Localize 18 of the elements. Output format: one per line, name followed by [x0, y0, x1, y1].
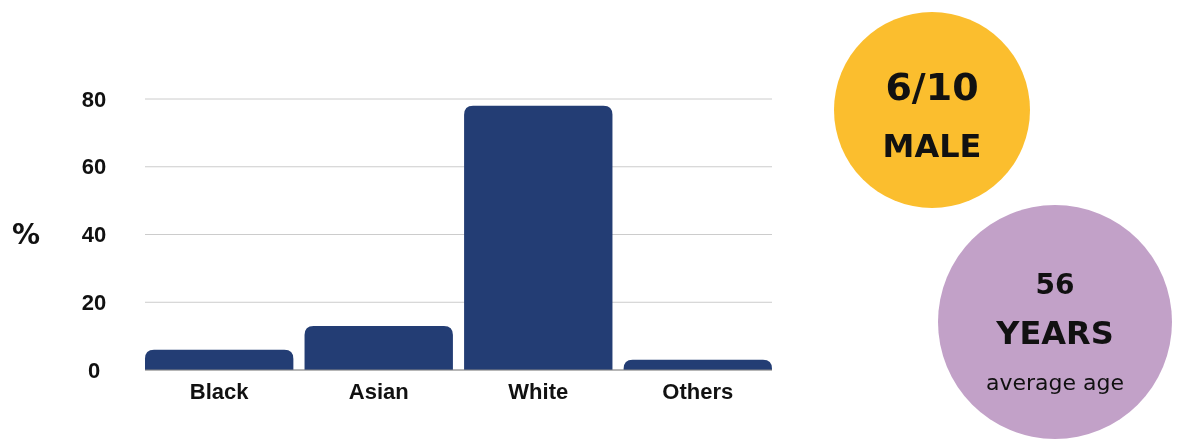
- y-tick-label: 0: [87, 357, 101, 383]
- text: 6/10: [885, 65, 979, 109]
- y-tick-label: 60: [81, 154, 107, 180]
- text: 56: [1035, 268, 1075, 301]
- y-tick-label: 80: [81, 86, 107, 112]
- bar: [464, 105, 613, 370]
- text: average age: [985, 370, 1125, 395]
- x-tick-label: Black: [189, 379, 250, 404]
- bar: [304, 325, 453, 370]
- text: MALE: [882, 127, 982, 165]
- y-tick-label: 20: [81, 289, 107, 315]
- x-tick-label: White: [508, 379, 569, 404]
- text: YEARS: [995, 314, 1114, 352]
- x-tick-label: Asian: [348, 379, 409, 404]
- y-axis-title: %: [11, 218, 41, 251]
- bar: [145, 349, 294, 370]
- x-tick-label: Others: [662, 379, 734, 404]
- y-tick-label: 40: [81, 222, 107, 248]
